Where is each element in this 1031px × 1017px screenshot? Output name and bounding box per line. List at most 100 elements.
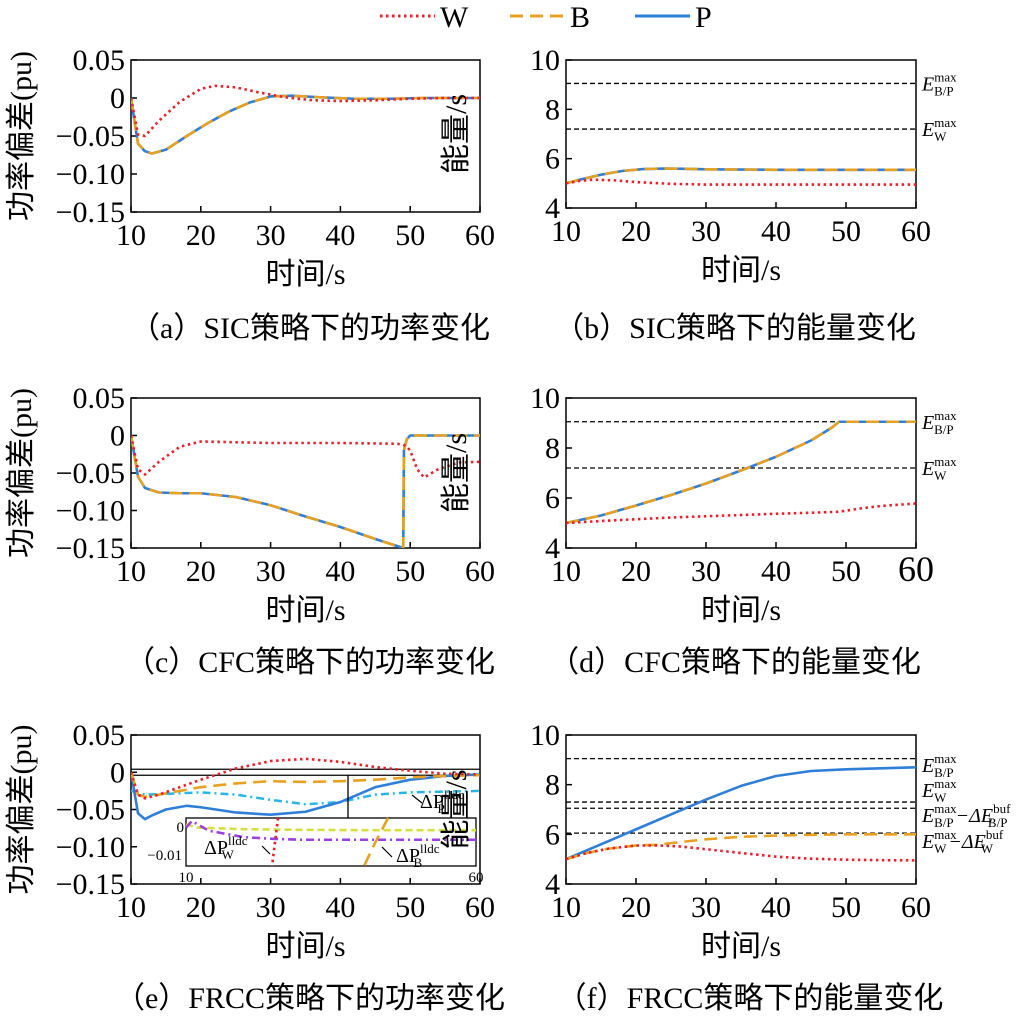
reference-label: Emax B/P bbox=[921, 69, 957, 98]
x-axis-label: 时间/s bbox=[701, 930, 781, 963]
ref-sup: max bbox=[934, 69, 957, 84]
panel-caption: （c）CFC策略下的功率变化 bbox=[125, 646, 495, 679]
ref-msup: buf bbox=[986, 827, 1004, 842]
x-axis-label: 时间/s bbox=[701, 594, 781, 627]
y-tick-label: 0.05 bbox=[73, 382, 126, 415]
inset-y-tick: 0 bbox=[177, 820, 185, 836]
ref-symbol: E bbox=[921, 73, 934, 95]
series-group bbox=[566, 765, 916, 862]
annotation-label: ΔPlldc W bbox=[204, 833, 248, 862]
ref-sup: max bbox=[934, 801, 957, 816]
x-tick-label: 20 bbox=[186, 219, 216, 252]
y-tick-label: −0.15 bbox=[56, 196, 125, 229]
x-tick-label: 10 bbox=[116, 219, 146, 252]
series-W bbox=[566, 844, 916, 862]
inset-series-0 bbox=[185, 823, 476, 832]
y-tick-label: 0 bbox=[110, 420, 125, 453]
y-tick-label: 10 bbox=[530, 382, 560, 415]
ref-sub: B/P bbox=[934, 83, 954, 98]
plot-frame bbox=[565, 59, 917, 209]
series-W bbox=[131, 435, 480, 479]
reference-label: Emax W −ΔEbuf W bbox=[921, 827, 1004, 856]
series-W bbox=[131, 757, 480, 800]
ref-sub: B/P bbox=[934, 815, 954, 830]
y-tick-label: −0.05 bbox=[56, 120, 125, 153]
y-tick-label: 0 bbox=[110, 82, 125, 115]
reference-label: Emax W bbox=[921, 115, 957, 144]
y-axis-label: 功率偏差(pu) bbox=[5, 388, 38, 558]
y-tick-label: −0.05 bbox=[56, 794, 125, 827]
annotation-pointer bbox=[381, 846, 393, 858]
ann-sub: W bbox=[221, 847, 234, 862]
x-tick-label: 30 bbox=[691, 215, 721, 248]
series-group bbox=[131, 84, 480, 155]
ann-sup: lldc bbox=[420, 841, 440, 856]
y-tick-label: −0.10 bbox=[56, 831, 125, 864]
plot-frame bbox=[130, 397, 481, 549]
panel-caption: （b）SIC策略下的能量变化 bbox=[554, 312, 916, 345]
series-group bbox=[131, 434, 480, 548]
x-tick-label: 50 bbox=[831, 215, 861, 248]
y-tick-label: 6 bbox=[545, 143, 560, 176]
ref-msub: W bbox=[981, 841, 994, 856]
legend-label-W: W bbox=[440, 1, 469, 34]
ref-msub: B/P bbox=[988, 815, 1008, 830]
y-tick-label: 8 bbox=[545, 769, 560, 802]
legend-label-P: P bbox=[695, 1, 712, 34]
y-tick-label: 0 bbox=[110, 756, 125, 789]
y-tick-label: −0.15 bbox=[56, 868, 125, 901]
x-tick-label: 40 bbox=[761, 215, 791, 248]
x-tick-label: 60 bbox=[901, 215, 931, 248]
ref-sup: max bbox=[934, 827, 957, 842]
x-tick-label: 10 bbox=[551, 215, 581, 248]
ref-symbol: E bbox=[921, 458, 934, 480]
ref-minus: −ΔE bbox=[948, 831, 985, 853]
y-tick-label: −0.15 bbox=[56, 532, 125, 565]
x-axis-label: 时间/s bbox=[701, 254, 781, 287]
reference-label: Emax B/P −ΔEbuf B/P bbox=[921, 801, 1011, 830]
inset-cross-B bbox=[362, 817, 390, 867]
reference-label: Emax B/P bbox=[921, 751, 957, 780]
plot-frame bbox=[565, 397, 917, 549]
y-tick-label: 0.05 bbox=[73, 44, 126, 77]
inset-y-tick: −0.01 bbox=[147, 848, 182, 864]
ref-symbol: E bbox=[921, 805, 934, 827]
x-tick-label: 10 bbox=[116, 555, 146, 588]
x-tick-label: 50 bbox=[395, 555, 425, 588]
panel-caption: （a）SIC策略下的功率变化 bbox=[130, 312, 490, 345]
series-group bbox=[566, 420, 916, 525]
ref-sub: W bbox=[934, 841, 947, 856]
plot-frame bbox=[130, 59, 481, 213]
x-tick-label: 40 bbox=[325, 891, 355, 924]
reference-label: Emax W bbox=[921, 454, 957, 483]
inset-frame bbox=[185, 817, 477, 867]
annotation-label: ΔPlldc B bbox=[396, 841, 440, 870]
y-axis-label: 功率偏差(pu) bbox=[5, 725, 38, 895]
annotation-pointer bbox=[261, 845, 271, 855]
x-tick-label: 50 bbox=[831, 891, 861, 924]
ref-msup: buf bbox=[993, 801, 1011, 816]
y-tick-label: 4 bbox=[545, 532, 560, 565]
ann-sub: B bbox=[413, 855, 422, 870]
x-tick-label: 60 bbox=[465, 555, 495, 588]
x-axis-label: 时间/s bbox=[265, 594, 345, 627]
x-tick-label: 30 bbox=[691, 555, 721, 588]
x-tick-label: 40 bbox=[761, 891, 791, 924]
y-tick-label: −0.10 bbox=[56, 495, 125, 528]
y-axis-label: 能量/s bbox=[440, 769, 473, 849]
ref-sup: max bbox=[934, 454, 957, 469]
reference-label: Emax W bbox=[921, 776, 957, 805]
reference-label: Emax B/P bbox=[921, 408, 957, 437]
plot-frame bbox=[565, 734, 917, 885]
series-W bbox=[566, 178, 916, 186]
y-axis-label: 能量/s bbox=[440, 433, 473, 513]
y-tick-label: 8 bbox=[545, 432, 560, 465]
x-tick-label: 30 bbox=[691, 891, 721, 924]
ref-sup: max bbox=[934, 776, 957, 791]
